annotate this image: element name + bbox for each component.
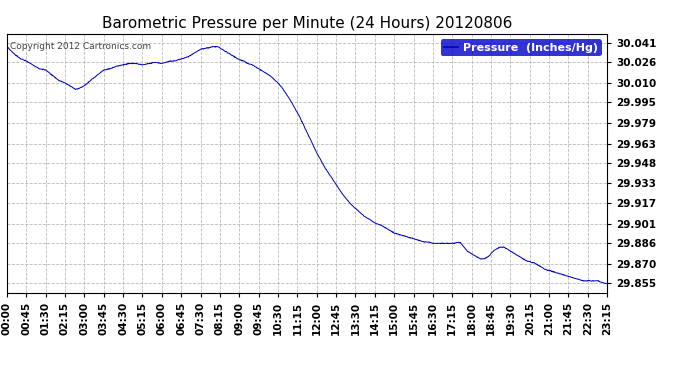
Legend: Pressure  (Inches/Hg): Pressure (Inches/Hg) [441, 39, 602, 56]
Text: Copyright 2012 Cartronics.com: Copyright 2012 Cartronics.com [10, 42, 151, 51]
Title: Barometric Pressure per Minute (24 Hours) 20120806: Barometric Pressure per Minute (24 Hours… [102, 16, 512, 31]
